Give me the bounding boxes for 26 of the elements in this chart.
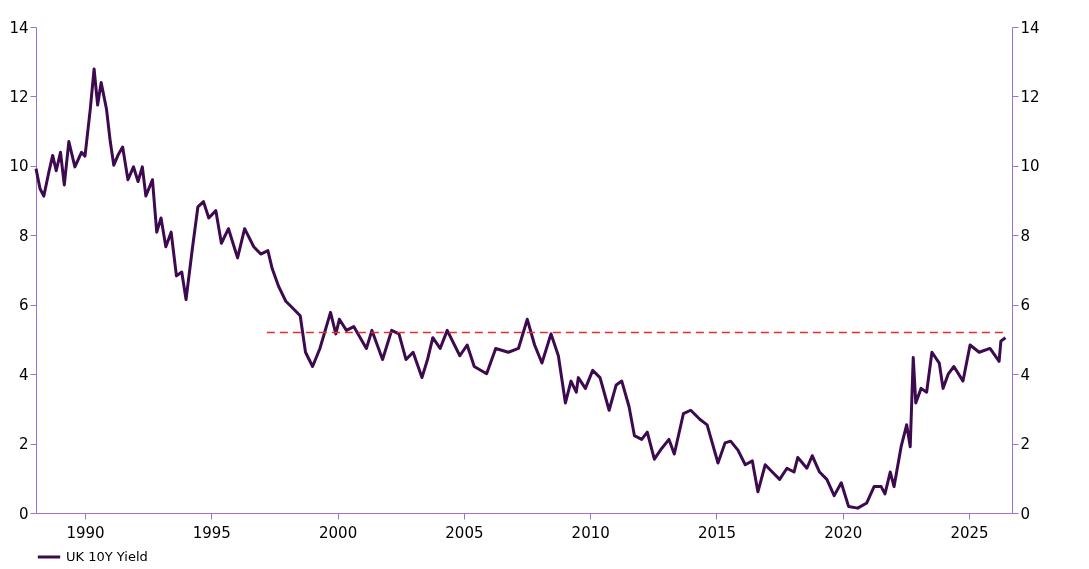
y-tick-label: 8 — [18, 226, 29, 245]
x-tick-label: 2025 — [950, 523, 989, 542]
x-tick-label: 2015 — [697, 523, 737, 542]
x-tick-label: 2010 — [571, 523, 610, 542]
y-tick-label: 2 — [18, 435, 29, 454]
y2-tick-label: 4 — [1020, 365, 1031, 384]
legend-label: UK 10Y Yield — [66, 549, 148, 564]
y-tick-label: 6 — [18, 296, 29, 315]
y-tick-label: 12 — [9, 87, 29, 106]
x-tick-label: 1995 — [192, 523, 231, 542]
y2-tick-label: 6 — [1020, 296, 1031, 315]
x-tick-label: 1990 — [66, 523, 105, 542]
line-series — [34, 67, 1007, 510]
y-tick-label: 4 — [18, 365, 29, 384]
y2-tick-label: 12 — [1020, 87, 1040, 106]
y-tick-label: 10 — [9, 157, 29, 176]
x-tick-label: 2020 — [824, 523, 863, 542]
x-tick-label: 2000 — [319, 523, 358, 542]
y-tick-label: 14 — [9, 18, 29, 37]
y2-tick-label: 14 — [1020, 18, 1040, 37]
y2-tick-label: 2 — [1020, 435, 1031, 454]
y2-tick-label: 8 — [1020, 226, 1031, 245]
y-tick-label: 0 — [18, 504, 29, 523]
y2-tick-label: 0 — [1020, 504, 1031, 523]
y2-tick-label: 10 — [1020, 157, 1040, 176]
x-tick-label: 2005 — [445, 523, 484, 542]
